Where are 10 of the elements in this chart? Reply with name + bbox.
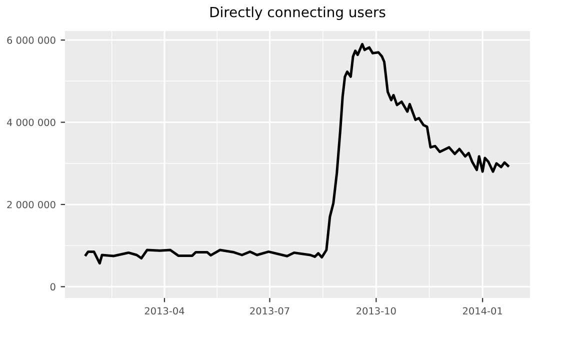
- chart-title: Directly connecting users: [210, 6, 386, 20]
- x-tick-label: 2013-10: [356, 307, 396, 315]
- y-tick-label: 6 000 000: [7, 36, 56, 44]
- y-tick-label: 2 000 000: [7, 200, 56, 208]
- y-tick-label: 4 000 000: [6, 118, 56, 126]
- x-tick-label: 2013-07: [250, 307, 290, 315]
- x-tick-label: 2013-04: [144, 307, 184, 315]
- line-series: [84, 42, 510, 265]
- x-tick-label: 2014-01: [462, 307, 502, 315]
- y-tick-label: 0: [50, 283, 56, 291]
